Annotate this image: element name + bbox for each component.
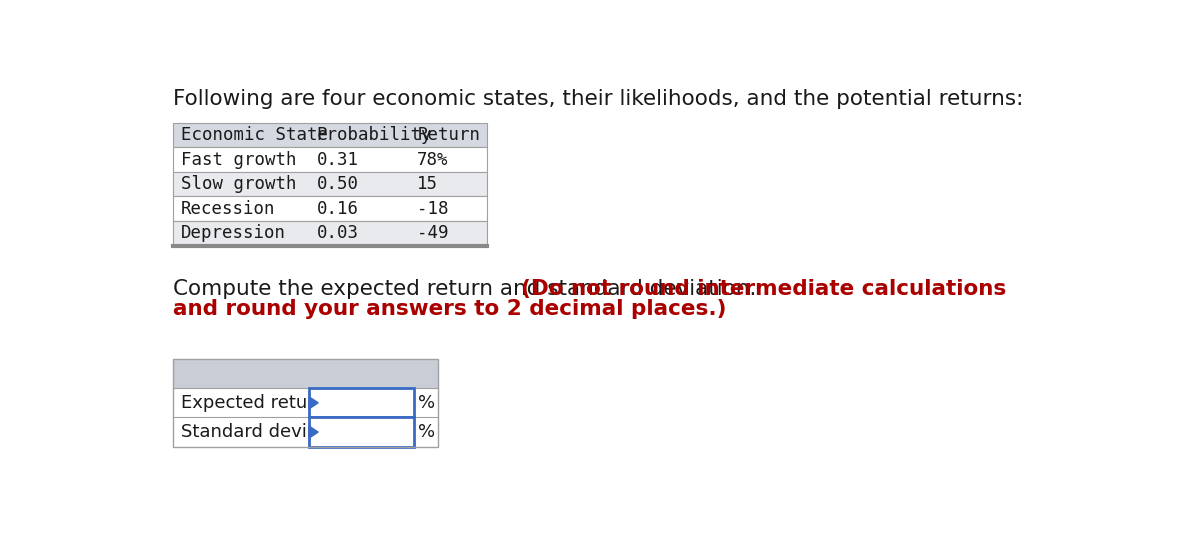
- Text: 15: 15: [418, 175, 438, 193]
- Bar: [414, 417, 438, 447]
- Bar: [173, 359, 438, 447]
- Polygon shape: [308, 397, 318, 409]
- Bar: [173, 359, 438, 388]
- Text: and round your answers to 2 decimal places.): and round your answers to 2 decimal plac…: [173, 299, 727, 319]
- Polygon shape: [308, 426, 318, 438]
- Text: Slow growth: Slow growth: [181, 175, 296, 193]
- Bar: [414, 388, 438, 417]
- Text: (Do not round intermediate calculations: (Do not round intermediate calculations: [521, 279, 1007, 299]
- Text: Probability: Probability: [317, 126, 432, 144]
- Bar: [308, 417, 414, 447]
- Text: Recession: Recession: [181, 200, 276, 218]
- Bar: [173, 388, 308, 417]
- Text: Standard deviation: Standard deviation: [181, 423, 353, 441]
- Text: Economic State: Economic State: [181, 126, 328, 144]
- Bar: [173, 123, 487, 147]
- Text: 0.16: 0.16: [317, 200, 359, 218]
- Text: Expected return: Expected return: [181, 394, 325, 412]
- Text: Depression: Depression: [181, 225, 286, 242]
- Text: %: %: [418, 423, 436, 441]
- Text: Following are four economic states, their likelihoods, and the potential returns: Following are four economic states, thei…: [173, 90, 1024, 110]
- Text: 0.50: 0.50: [317, 175, 359, 193]
- Text: Return: Return: [418, 126, 480, 144]
- Text: %: %: [418, 394, 436, 412]
- Text: 0.31: 0.31: [317, 151, 359, 168]
- Bar: [173, 197, 487, 221]
- Text: Compute the expected return and standard deviation.: Compute the expected return and standard…: [173, 279, 763, 299]
- Text: -18: -18: [418, 200, 449, 218]
- Text: -49: -49: [418, 225, 449, 242]
- Bar: [173, 147, 487, 172]
- Bar: [308, 388, 414, 417]
- Text: 78%: 78%: [418, 151, 449, 168]
- Text: Fast growth: Fast growth: [181, 151, 296, 168]
- Bar: [173, 172, 487, 197]
- Bar: [173, 221, 487, 246]
- Text: 0.03: 0.03: [317, 225, 359, 242]
- Bar: [173, 417, 308, 447]
